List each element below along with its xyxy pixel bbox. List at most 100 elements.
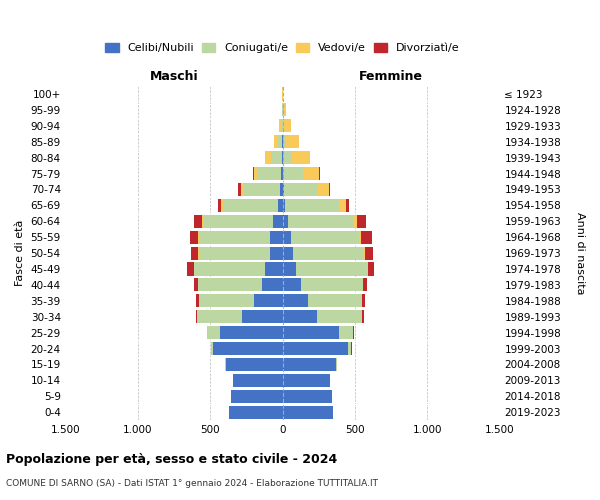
Bar: [196, 294, 283, 308]
Bar: [198, 278, 283, 291]
Bar: [283, 215, 353, 228]
Bar: [283, 278, 363, 291]
Bar: [230, 390, 283, 403]
Bar: [197, 310, 283, 324]
Bar: [281, 104, 283, 117]
Bar: [283, 342, 351, 355]
Y-axis label: Anni di nascita: Anni di nascita: [575, 212, 585, 294]
Bar: [283, 262, 296, 276]
Bar: [283, 294, 308, 308]
Bar: [226, 358, 283, 371]
Bar: [283, 326, 354, 339]
Bar: [273, 215, 283, 228]
Bar: [283, 358, 337, 371]
Bar: [283, 104, 286, 117]
Bar: [279, 120, 283, 132]
Bar: [194, 262, 283, 276]
Text: Femmine: Femmine: [359, 70, 423, 83]
Bar: [283, 215, 357, 228]
Bar: [254, 294, 283, 308]
Bar: [283, 246, 373, 260]
Bar: [283, 310, 364, 324]
Bar: [283, 294, 362, 308]
Bar: [283, 167, 304, 180]
Bar: [190, 230, 283, 243]
Bar: [226, 358, 283, 371]
Bar: [194, 215, 283, 228]
Bar: [274, 135, 283, 148]
Bar: [283, 374, 329, 387]
Text: Maschi: Maschi: [150, 70, 199, 83]
Bar: [283, 230, 372, 243]
Bar: [194, 262, 283, 276]
Bar: [229, 406, 283, 418]
Bar: [213, 342, 283, 355]
Bar: [283, 342, 349, 355]
Bar: [283, 215, 289, 228]
Bar: [233, 374, 283, 387]
Bar: [196, 310, 283, 324]
Bar: [283, 183, 284, 196]
Bar: [283, 342, 352, 355]
Bar: [283, 406, 333, 418]
Bar: [283, 390, 332, 403]
Bar: [229, 406, 283, 418]
Bar: [283, 294, 362, 308]
Bar: [283, 406, 333, 418]
Bar: [283, 230, 361, 243]
Bar: [283, 167, 320, 180]
Bar: [283, 135, 299, 148]
Bar: [197, 310, 283, 324]
Bar: [283, 262, 374, 276]
Bar: [199, 230, 283, 243]
Bar: [283, 278, 367, 291]
Bar: [208, 326, 283, 339]
Bar: [283, 326, 353, 339]
Bar: [283, 390, 332, 403]
Bar: [211, 342, 283, 355]
Bar: [238, 183, 283, 196]
Bar: [279, 120, 283, 132]
Bar: [283, 310, 317, 324]
Bar: [283, 151, 310, 164]
Bar: [283, 310, 362, 324]
Bar: [283, 151, 310, 164]
Y-axis label: Fasce di età: Fasce di età: [15, 220, 25, 286]
Bar: [208, 326, 283, 339]
Bar: [233, 374, 283, 387]
Bar: [283, 326, 339, 339]
Bar: [194, 278, 283, 291]
Bar: [281, 120, 283, 132]
Bar: [198, 230, 283, 243]
Bar: [283, 358, 337, 371]
Bar: [269, 246, 283, 260]
Bar: [281, 167, 283, 180]
Bar: [283, 199, 346, 212]
Bar: [283, 310, 362, 324]
Text: Popolazione per età, sesso e stato civile - 2024: Popolazione per età, sesso e stato civil…: [6, 452, 337, 466]
Bar: [283, 199, 286, 212]
Bar: [218, 199, 283, 212]
Bar: [204, 215, 283, 228]
Bar: [283, 120, 290, 132]
Bar: [199, 294, 283, 308]
Bar: [198, 246, 283, 260]
Bar: [283, 199, 349, 212]
Bar: [254, 167, 283, 180]
Bar: [223, 199, 283, 212]
Bar: [283, 199, 339, 212]
Bar: [283, 358, 337, 371]
Bar: [283, 183, 329, 196]
Bar: [258, 167, 283, 180]
Bar: [198, 278, 283, 291]
Bar: [283, 183, 331, 196]
Bar: [283, 246, 365, 260]
Bar: [283, 326, 353, 339]
Bar: [244, 183, 283, 196]
Bar: [262, 278, 283, 291]
Bar: [283, 246, 293, 260]
Bar: [230, 390, 283, 403]
Bar: [221, 199, 283, 212]
Bar: [199, 246, 283, 260]
Bar: [283, 374, 329, 387]
